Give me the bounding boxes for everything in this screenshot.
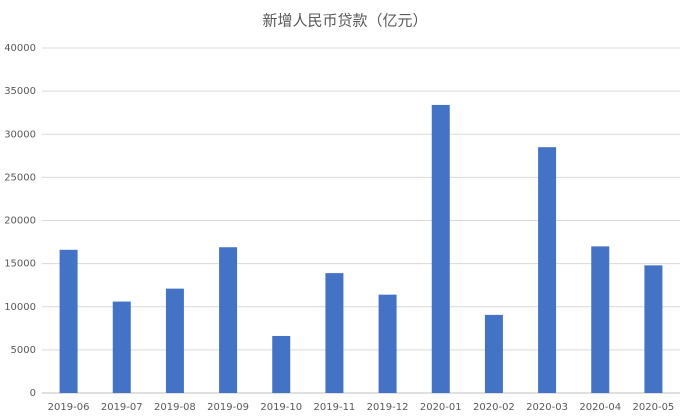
- bar: [272, 335, 291, 393]
- x-tick-label: 2019-11: [314, 402, 356, 413]
- bar: [112, 301, 131, 393]
- x-tick-label: 2019-08: [154, 402, 196, 413]
- y-tick-label: 5000: [11, 345, 36, 356]
- x-tick-label: 2020-03: [526, 402, 568, 413]
- x-tick-label: 2020-05: [633, 402, 675, 413]
- bar: [59, 249, 78, 393]
- bar: [325, 273, 344, 393]
- bar: [165, 288, 184, 393]
- y-tick-label: 0: [30, 388, 36, 399]
- x-tick-label: 2019-10: [260, 402, 302, 413]
- x-tick-label: 2019-06: [48, 402, 90, 413]
- x-tick-label: 2019-09: [207, 402, 249, 413]
- x-tick-label: 2020-01: [420, 402, 462, 413]
- chart-title: 新增人民币贷款（亿元）: [262, 12, 427, 30]
- bar: [378, 294, 397, 393]
- y-tick-label: 30000: [4, 129, 36, 140]
- x-tick-label: 2019-12: [367, 402, 409, 413]
- bar: [219, 247, 238, 393]
- bar: [484, 314, 503, 393]
- y-tick-label: 40000: [4, 43, 36, 54]
- y-tick-label: 10000: [4, 302, 36, 313]
- y-tick-label: 20000: [4, 216, 36, 227]
- y-tick-label: 35000: [4, 86, 36, 97]
- bar: [431, 104, 450, 394]
- bar: [644, 265, 663, 393]
- y-tick-label: 15000: [4, 259, 36, 270]
- bar: [538, 147, 557, 393]
- y-tick-label: 25000: [4, 172, 36, 183]
- bar: [591, 246, 610, 393]
- x-tick-label: 2019-07: [101, 402, 143, 413]
- x-tick-label: 2020-04: [579, 402, 621, 413]
- x-tick-label: 2020-02: [473, 402, 515, 413]
